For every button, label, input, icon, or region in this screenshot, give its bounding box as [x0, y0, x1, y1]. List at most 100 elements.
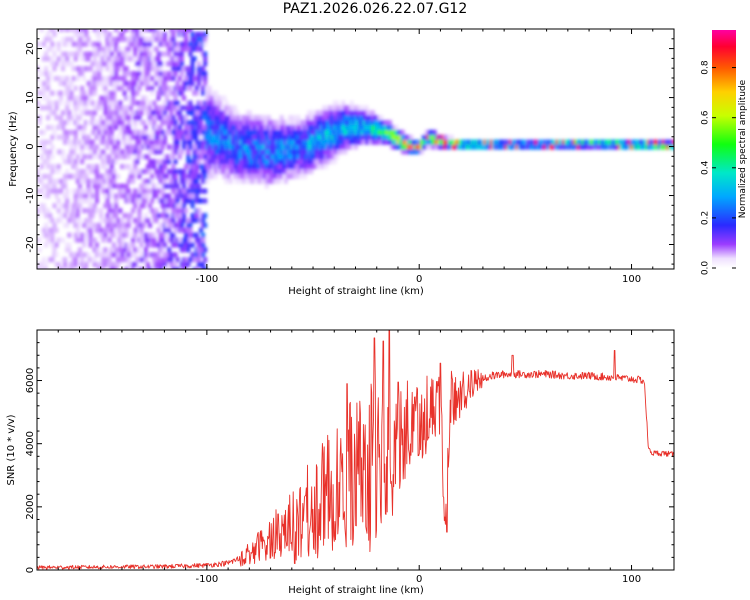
heatmap-cell	[587, 144, 592, 150]
heatmap-cell	[124, 29, 129, 32]
heatmap-cell	[218, 125, 223, 130]
heatmap-cell	[449, 144, 454, 150]
heatmap-cell	[213, 120, 218, 126]
heatmap-cell	[135, 129, 140, 135]
heatmap-cell	[126, 198, 131, 204]
heatmap-cell	[322, 120, 327, 126]
heatmap-cell	[99, 178, 104, 184]
heatmap-cell	[50, 169, 55, 174]
heatmap-cell	[88, 203, 93, 209]
heatmap-cell	[192, 56, 197, 62]
heatmap-cell	[148, 51, 152, 57]
heatmap-cell	[126, 188, 131, 194]
heatmap-cell	[88, 237, 93, 243]
heatmap-cell	[349, 120, 354, 126]
heatmap-cell	[186, 71, 191, 77]
heatmap-cell	[364, 125, 369, 130]
heatmap-cell	[207, 105, 212, 111]
heatmap-cell	[489, 139, 494, 145]
heatmap-cell	[203, 41, 208, 47]
heatmap-cell	[116, 173, 121, 179]
heatmap-cell	[218, 110, 223, 116]
heatmap-cell	[97, 173, 102, 179]
heatmap-cell	[160, 242, 165, 248]
heatmap-cell	[162, 193, 167, 199]
heatmap-cell	[426, 144, 431, 150]
heatmap-cell	[413, 139, 418, 145]
heatmap-cell	[250, 154, 254, 160]
heatmap-cell	[632, 139, 637, 145]
heatmap-cell	[73, 85, 78, 91]
heatmap-cell	[598, 144, 603, 150]
heatmap-cell	[90, 41, 95, 47]
heatmap-cell	[86, 183, 91, 189]
heatmap-cell	[109, 149, 114, 155]
heatmap-cell	[388, 125, 392, 130]
heatmap-cell	[362, 120, 367, 126]
heatmap-cell	[173, 46, 178, 52]
heatmap-cell	[48, 29, 53, 32]
heatmap-cell	[152, 232, 157, 238]
heatmap-cell	[192, 178, 197, 184]
heatmap-cell	[169, 232, 174, 238]
heatmap-cell	[290, 129, 295, 135]
heatmap-cell	[339, 144, 344, 150]
heatmap-cell	[237, 120, 242, 126]
heatmap-cell	[150, 242, 155, 248]
heatmap-cell	[78, 115, 82, 121]
heatmap-cell	[317, 159, 322, 165]
heatmap-cell	[324, 139, 329, 145]
heatmap-cell	[213, 164, 218, 170]
heatmap-cell	[201, 134, 206, 140]
heatmap-cell	[309, 154, 314, 160]
heatmap-cell	[294, 164, 299, 170]
heatmap-cell	[213, 115, 218, 121]
heatmap-cell	[203, 56, 208, 62]
heatmap-cell	[120, 188, 125, 194]
heatmap-cell	[105, 252, 110, 258]
heatmap-cell	[545, 144, 550, 150]
heatmap-cell	[375, 139, 380, 145]
heatmap-cell	[298, 134, 303, 140]
heatmap-cell	[275, 149, 280, 155]
heatmap-cell	[162, 173, 167, 179]
heatmap-cell	[247, 139, 252, 145]
heatmap-cell	[177, 222, 182, 228]
heatmap-cell	[103, 31, 108, 37]
heatmap-cell	[139, 56, 144, 62]
heatmap-cell	[341, 134, 346, 140]
heatmap-cell	[133, 154, 138, 160]
heatmap-cell	[105, 46, 110, 52]
heatmap-cell	[190, 203, 195, 209]
heatmap-cell	[179, 29, 184, 32]
heatmap-cell	[92, 105, 97, 111]
heatmap-cell	[324, 120, 329, 126]
heatmap-cell	[271, 149, 276, 155]
heatmap-cell	[447, 144, 452, 150]
heatmap-cell	[171, 71, 176, 77]
heatmap-cell	[201, 232, 206, 238]
heatmap-cell	[455, 144, 460, 150]
heatmap-cell	[111, 56, 116, 62]
heatmap-cell	[294, 144, 299, 150]
heatmap-cell	[145, 169, 150, 174]
heatmap-cell	[275, 144, 280, 150]
heatmap-cell	[196, 144, 201, 150]
heatmap-cell	[194, 129, 199, 135]
heatmap-cell	[286, 173, 291, 179]
heatmap-cell	[196, 100, 201, 106]
heatmap-cell	[203, 159, 208, 165]
heatmap-cell	[128, 144, 133, 150]
heatmap-cell	[88, 227, 93, 233]
heatmap-cell	[184, 41, 189, 47]
heatmap-cell	[63, 208, 68, 214]
colorbar-gradient	[712, 30, 736, 268]
spectrogram-x-tick-label: 100	[622, 274, 641, 285]
heatmap-cell	[553, 139, 558, 145]
heatmap-cell	[122, 164, 127, 170]
heatmap-cell	[381, 139, 386, 145]
heatmap-cell	[226, 115, 231, 121]
heatmap-cell	[271, 159, 276, 165]
heatmap-cell	[162, 154, 167, 160]
heatmap-cell	[150, 208, 155, 214]
